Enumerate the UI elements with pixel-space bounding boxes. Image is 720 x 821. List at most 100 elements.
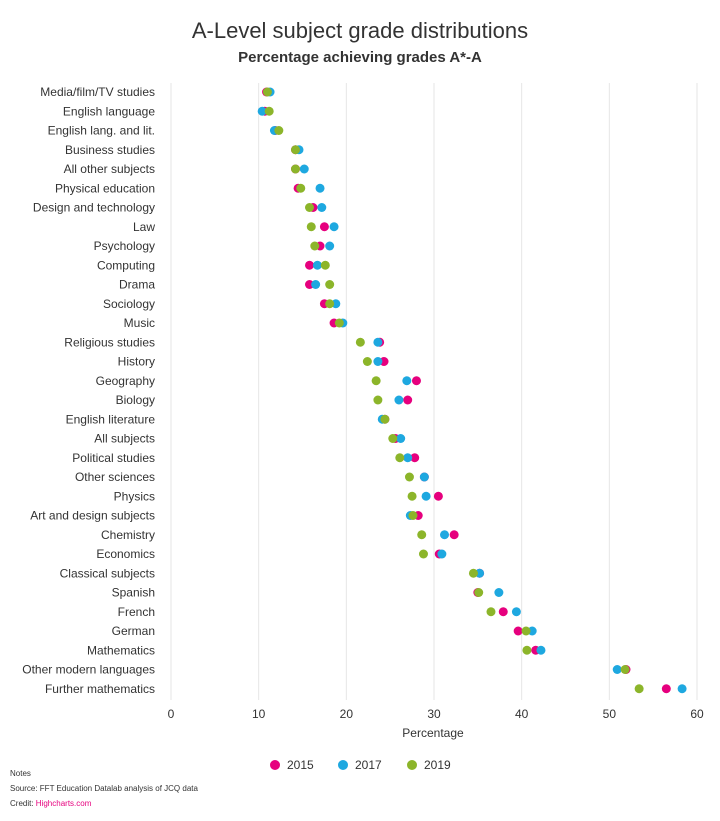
category-label: All other subjects <box>64 162 155 176</box>
data-point[interactable] <box>513 626 523 636</box>
category-label: Other modern languages <box>22 663 155 677</box>
category-label: Biology <box>116 393 155 407</box>
grid-lines <box>170 83 698 700</box>
data-point[interactable] <box>498 607 508 617</box>
data-point[interactable] <box>536 645 546 655</box>
x-tick-label: 40 <box>515 707 529 721</box>
legend-label: 2019 <box>424 758 451 772</box>
chart-title: A-Level subject grade distributions <box>192 18 528 43</box>
data-point[interactable] <box>371 376 381 386</box>
category-label: Media/film/TV studies <box>40 85 155 99</box>
source-note: Source: FFT Education Datalab analysis o… <box>10 784 198 793</box>
data-point[interactable] <box>290 145 300 155</box>
data-point[interactable] <box>486 607 496 617</box>
x-tick-label: 50 <box>603 707 617 721</box>
data-point[interactable] <box>677 684 687 694</box>
data-point[interactable] <box>334 318 344 328</box>
data-point[interactable] <box>449 530 459 540</box>
data-point[interactable] <box>418 549 428 559</box>
data-point[interactable] <box>407 491 417 501</box>
data-point[interactable] <box>257 106 267 116</box>
data-point[interactable] <box>373 337 383 347</box>
category-label: Further mathematics <box>45 682 155 696</box>
x-tick-label: 30 <box>427 707 441 721</box>
data-point[interactable] <box>388 434 398 443</box>
notes-heading: Notes <box>10 769 31 778</box>
data-point[interactable] <box>522 645 532 655</box>
data-point[interactable] <box>421 491 431 501</box>
data-point[interactable] <box>494 588 504 597</box>
x-tick-label: 0 <box>168 707 175 721</box>
data-point[interactable] <box>417 530 427 540</box>
data-point[interactable] <box>620 665 630 674</box>
data-point[interactable] <box>362 357 372 366</box>
data-point[interactable] <box>419 472 429 482</box>
data-point[interactable] <box>305 203 315 212</box>
category-label: Computing <box>97 258 155 272</box>
data-point[interactable] <box>262 87 272 97</box>
data-point[interactable] <box>299 164 309 174</box>
data-point[interactable] <box>311 280 321 289</box>
data-point[interactable] <box>380 414 390 424</box>
x-tick-labels: 0 10 20 30 40 50 60 <box>168 707 704 721</box>
data-point[interactable] <box>320 260 330 270</box>
data-point[interactable] <box>319 222 329 232</box>
data-point[interactable] <box>394 395 404 405</box>
credit-link[interactable]: Highcharts.com <box>35 799 92 808</box>
data-point[interactable] <box>468 568 478 578</box>
data-point[interactable] <box>274 126 284 135</box>
data-point[interactable] <box>433 491 443 501</box>
credit-note: Credit: Highcharts.com <box>10 799 91 808</box>
data-point[interactable] <box>312 260 322 270</box>
data-point[interactable] <box>612 665 622 674</box>
data-point[interactable] <box>411 376 421 386</box>
category-label: Music <box>124 316 155 330</box>
data-point[interactable] <box>403 453 413 463</box>
data-point[interactable] <box>290 164 300 174</box>
data-point[interactable] <box>315 183 325 193</box>
category-label: Law <box>133 220 155 234</box>
data-point[interactable] <box>404 472 414 482</box>
category-label: Mathematics <box>87 643 155 657</box>
category-labels: Media/film/TV studies English language Eng… <box>22 85 155 696</box>
data-point[interactable] <box>402 376 412 386</box>
category-label: Psychology <box>94 239 155 253</box>
data-point[interactable] <box>396 434 406 443</box>
credit-prefix: Credit: <box>10 799 36 808</box>
category-label: Chemistry <box>101 528 155 542</box>
data-point[interactable] <box>474 588 484 597</box>
data-point[interactable] <box>296 183 306 193</box>
data-point[interactable] <box>317 203 327 212</box>
data-point[interactable] <box>634 684 644 694</box>
data-point[interactable] <box>521 626 531 636</box>
data-point[interactable] <box>373 357 383 366</box>
category-label: Drama <box>119 278 155 292</box>
data-point[interactable] <box>325 299 335 309</box>
data-point[interactable] <box>408 511 418 520</box>
x-tick-label: 10 <box>252 707 266 721</box>
data-point[interactable] <box>440 530 450 540</box>
legend-item-2017[interactable]: 2017 <box>338 758 382 772</box>
category-label: Political studies <box>72 451 155 465</box>
legend-item-2019[interactable]: 2019 <box>407 758 451 772</box>
data-point[interactable] <box>306 222 316 232</box>
data-point[interactable] <box>264 106 274 116</box>
data-point[interactable] <box>305 260 315 270</box>
data-point[interactable] <box>355 337 365 347</box>
data-point[interactable] <box>437 549 447 559</box>
legend-item-2015[interactable]: 2015 <box>270 758 314 772</box>
x-tick-label: 20 <box>340 707 354 721</box>
data-point[interactable] <box>329 222 339 232</box>
data-point[interactable] <box>310 241 320 251</box>
data-point[interactable] <box>325 241 335 251</box>
data-point[interactable] <box>373 395 383 405</box>
data-point[interactable] <box>410 453 420 463</box>
data-point[interactable] <box>395 453 405 463</box>
data-point[interactable] <box>661 684 671 694</box>
data-point[interactable] <box>325 280 335 289</box>
data-point[interactable] <box>511 607 521 617</box>
category-label: Classical subjects <box>60 566 155 580</box>
data-point[interactable] <box>403 395 413 405</box>
legend[interactable]: 2015 2017 2019 <box>270 758 451 772</box>
